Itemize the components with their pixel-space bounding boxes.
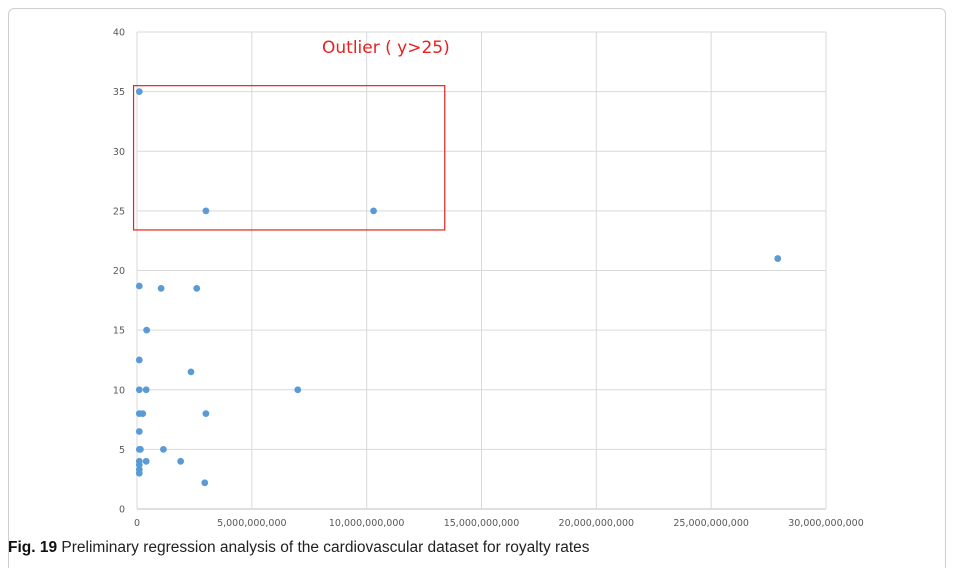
outlier-region <box>132 85 446 231</box>
tick-labels: 0 5 10 15 20 25 30 35 40 0 5,000,000,000 10,000,000… <box>113 28 864 530</box>
data-point <box>202 410 210 417</box>
y-tick-label: 0 <box>119 505 125 516</box>
data-point <box>157 284 165 292</box>
data-point <box>160 445 167 453</box>
data-point <box>187 368 195 376</box>
x-tick-label: 30,000,000,000 <box>788 518 864 529</box>
data-point <box>142 386 150 394</box>
x-tick-label: 10,000,000,000 <box>329 518 405 529</box>
y-tick-label: 40 <box>113 28 125 39</box>
data-point <box>137 445 144 453</box>
outlier-annotation: Outlier ( y>25) <box>322 38 450 58</box>
figure-caption: Fig. 19 Preliminary regression analysis … <box>8 539 590 557</box>
x-tick-label: 25,000,000,000 <box>673 518 749 529</box>
data-point <box>142 457 150 465</box>
data-point <box>370 207 377 215</box>
gridlines <box>136 31 827 510</box>
data-point <box>177 457 185 465</box>
x-tick-label: 20,000,000,000 <box>559 518 635 529</box>
data-point <box>143 326 151 334</box>
data-point <box>294 386 302 394</box>
y-tick-label: 30 <box>113 147 125 158</box>
data-point <box>135 356 143 364</box>
data-point <box>193 284 201 292</box>
y-tick-label: 25 <box>113 206 125 217</box>
x-tick-label: 15,000,000,000 <box>444 518 520 529</box>
data-points <box>135 88 782 487</box>
caption-text: Preliminary regression analysis of the c… <box>57 539 590 556</box>
x-tick-label: 0 <box>134 518 140 529</box>
data-point <box>201 479 209 487</box>
data-point <box>135 282 143 290</box>
x-tick-label: 5,000,000,000 <box>217 518 287 529</box>
scatter-chart: 0 5 10 15 20 25 30 35 40 0 5,000,000,000 10,000,000… <box>113 28 864 530</box>
y-tick-label: 15 <box>113 326 125 337</box>
data-point <box>774 255 782 262</box>
data-point <box>135 386 143 394</box>
data-point <box>135 469 143 477</box>
data-point <box>202 207 210 215</box>
data-point <box>135 461 143 469</box>
data-point <box>135 428 143 435</box>
figure-label: Fig. 19 <box>8 539 58 556</box>
y-tick-label: 20 <box>113 266 125 277</box>
y-tick-label: 5 <box>119 445 125 456</box>
y-tick-label: 10 <box>113 385 125 396</box>
data-point <box>139 410 147 417</box>
y-tick-label: 35 <box>113 87 125 98</box>
figure-frame <box>8 8 946 568</box>
data-point <box>135 88 143 96</box>
outlier-box <box>132 85 446 231</box>
